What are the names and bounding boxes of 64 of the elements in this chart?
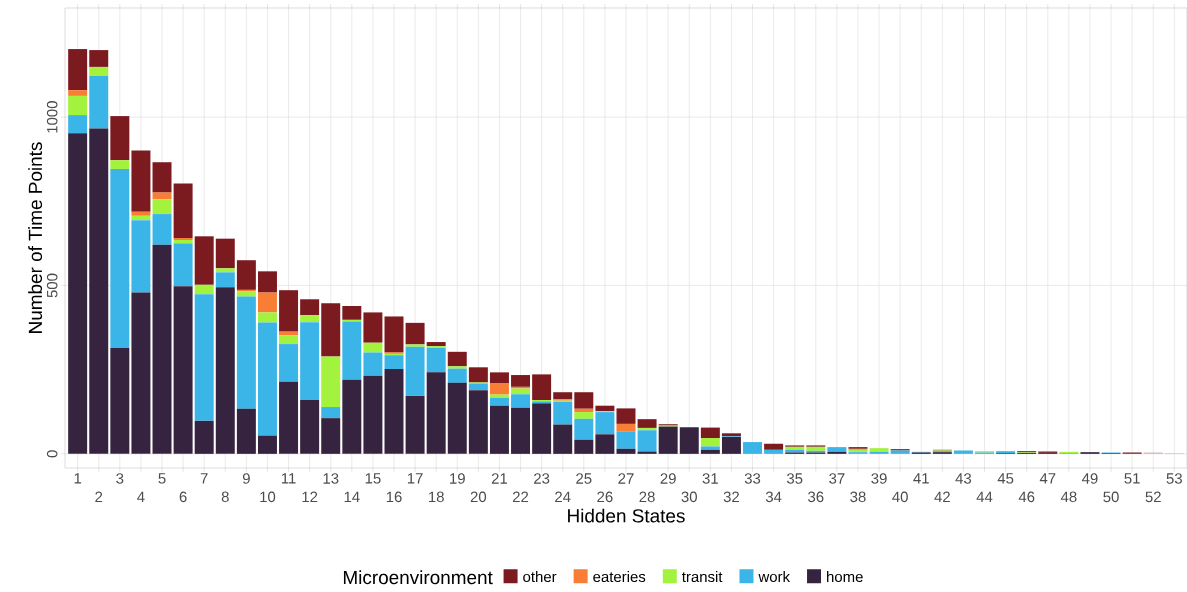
x-tick-label: 17	[407, 473, 423, 484]
x-tick-label: 45	[997, 473, 1014, 484]
x-tick-label: 39	[871, 473, 887, 484]
x-tick-label: 1	[74, 473, 82, 484]
x-tick-label: 48	[1060, 491, 1077, 503]
x-tick-label: 15	[365, 473, 381, 484]
legend-label: other	[523, 571, 557, 583]
x-tick-label: 41	[913, 473, 929, 484]
x-tick-label: 25	[576, 473, 592, 484]
x-tick-label: 37	[829, 473, 845, 484]
x-tick-label: 44	[976, 491, 993, 502]
x-tick-label: 29	[660, 473, 676, 484]
x-tick-label: 33	[744, 473, 761, 484]
x-tick-label: 43	[955, 473, 972, 484]
x-tick-label: 22	[512, 491, 529, 502]
x-tick-label: 26	[597, 491, 613, 503]
x-tick-label: 3	[116, 473, 124, 484]
x-tick-label: 18	[429, 491, 444, 503]
legend-label: home	[827, 571, 863, 583]
y-axis-title: Number of Time Points	[28, 142, 43, 333]
legend-label: eateries	[593, 571, 646, 583]
x-axis-title: Hidden States	[568, 508, 685, 523]
x-tick-label: 36	[808, 491, 824, 503]
x-tick-label: 8	[221, 491, 229, 503]
x-tick-label: 10	[260, 491, 276, 503]
x-tick-label: 38	[850, 491, 866, 503]
x-tick-label: 5	[158, 473, 166, 484]
x-tick-label: 24	[555, 491, 571, 502]
x-tick-label: 9	[242, 473, 250, 484]
x-tick-label: 20	[470, 491, 487, 503]
x-tick-label: 52	[1145, 491, 1161, 503]
x-tick-label: 46	[1018, 491, 1035, 503]
x-tick-label: 53	[1166, 473, 1182, 484]
x-tick-label: 19	[450, 473, 465, 484]
x-tick-label: 16	[386, 491, 402, 503]
x-tick-label: 31	[702, 473, 718, 484]
x-tick-label: 35	[786, 473, 803, 484]
x-tick-label: 13	[323, 473, 339, 484]
x-tick-label: 7	[200, 473, 208, 484]
x-tick-label: 27	[618, 473, 634, 484]
legend-label: work	[758, 571, 791, 583]
x-tick-label: 4	[137, 491, 145, 502]
x-tick-label: 21	[491, 473, 508, 484]
x-tick-label: 2	[95, 491, 103, 502]
legend-title: Microenvironment	[343, 570, 493, 585]
y-tick-label: 500	[46, 273, 58, 298]
x-tick-label: 32	[723, 491, 739, 503]
x-tick-label: 47	[1039, 473, 1056, 484]
x-tick-label: 11	[281, 473, 296, 484]
x-tick-label: 34	[765, 491, 782, 503]
x-tick-label: 14	[344, 491, 360, 502]
x-tick-label: 30	[681, 491, 697, 503]
y-tick-label: 1000	[46, 101, 58, 133]
x-tick-label: 42	[934, 491, 950, 502]
x-tick-label: 50	[1103, 491, 1119, 503]
y-tick-label: 0	[46, 450, 58, 458]
x-tick-label: 23	[534, 473, 550, 484]
x-tick-label: 12	[302, 491, 318, 502]
x-tick-label: 49	[1081, 473, 1098, 484]
legend-label: transit	[682, 571, 723, 583]
x-tick-label: 51	[1124, 473, 1140, 484]
x-tick-label: 28	[639, 491, 655, 503]
x-tick-label: 6	[179, 491, 187, 503]
x-tick-label: 40	[892, 491, 908, 503]
